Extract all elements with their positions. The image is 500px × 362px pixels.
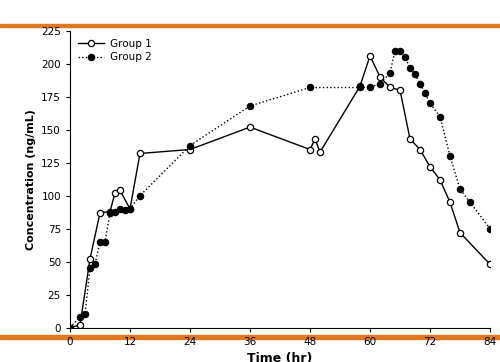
Group 1	[457, 231, 463, 235]
Group 2	[487, 227, 493, 231]
Group 1	[117, 188, 123, 193]
Group 2	[387, 71, 393, 75]
Line: Group 1: Group 1	[67, 53, 493, 331]
Group 1	[137, 151, 143, 156]
Group 1	[437, 178, 443, 182]
Group 2	[377, 81, 383, 86]
Group 1	[87, 257, 93, 261]
Group 2	[412, 72, 418, 76]
Group 2	[187, 143, 193, 148]
Group 1	[187, 147, 193, 152]
Group 2	[137, 194, 143, 198]
Group 1	[417, 147, 423, 152]
Group 1	[487, 262, 493, 266]
Group 2	[92, 262, 98, 266]
Group 1	[397, 88, 403, 92]
Group 2	[437, 114, 443, 119]
Group 2	[77, 315, 83, 319]
Group 2	[357, 85, 363, 90]
Group 2	[407, 66, 413, 70]
X-axis label: Time (hr): Time (hr)	[248, 352, 312, 362]
Text: Medscape®: Medscape®	[10, 5, 88, 18]
Group 1	[107, 209, 113, 214]
Group 1	[67, 325, 73, 330]
Group 1	[317, 150, 323, 154]
Group 1	[307, 147, 313, 152]
Group 2	[247, 104, 253, 108]
Group 2	[117, 207, 123, 211]
Group 2	[467, 200, 473, 205]
Group 2	[457, 187, 463, 191]
Group 2	[67, 325, 73, 330]
Group 1	[357, 84, 363, 88]
Group 1	[97, 211, 103, 215]
Group 1	[427, 164, 433, 169]
Group 1	[77, 323, 83, 327]
Group 2	[122, 208, 128, 212]
Group 2	[307, 85, 313, 90]
Group 2	[87, 266, 93, 270]
Group 1	[377, 75, 383, 79]
Group 2	[97, 240, 103, 244]
Group 2	[422, 90, 428, 95]
Group 1	[247, 125, 253, 129]
Y-axis label: Concentration (ng/mL): Concentration (ng/mL)	[26, 109, 36, 250]
Legend: Group 1, Group 2: Group 1, Group 2	[75, 36, 154, 66]
Group 2	[427, 101, 433, 105]
Group 2	[112, 209, 118, 214]
Group 1	[127, 207, 133, 211]
Group 2	[392, 49, 398, 53]
Group 2	[417, 81, 423, 86]
Group 1	[367, 54, 373, 58]
Group 2	[107, 211, 113, 215]
Text: Source: Am J Health-Syst Pharm © 2002 American Society of Health-System Pharmaci: Source: Am J Health-Syst Pharm © 2002 Am…	[68, 349, 432, 355]
Group 2	[447, 154, 453, 158]
Text: www.medscape.com: www.medscape.com	[160, 5, 280, 18]
Bar	[0, 335, 500, 339]
Group 2	[367, 85, 373, 90]
Group 1	[407, 137, 413, 141]
Group 1	[387, 85, 393, 90]
Group 2	[397, 49, 403, 53]
Group 2	[102, 240, 108, 244]
Line: Group 2: Group 2	[67, 47, 493, 331]
Bar	[0, 24, 500, 27]
Group 1	[447, 200, 453, 205]
Group 1	[312, 137, 318, 141]
Group 2	[82, 312, 88, 317]
Group 2	[127, 207, 133, 211]
Group 2	[402, 55, 408, 59]
Group 1	[112, 191, 118, 195]
